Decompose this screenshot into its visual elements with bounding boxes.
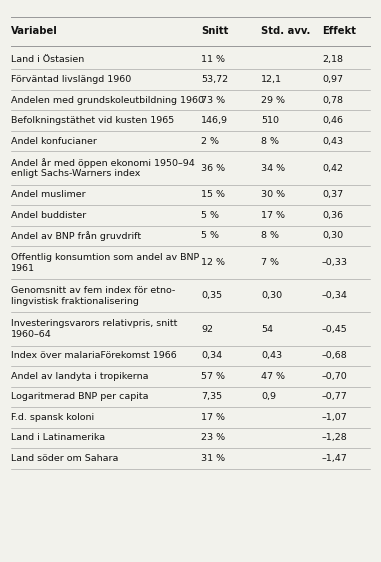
- Text: 73 %: 73 %: [201, 96, 225, 105]
- Text: 8 %: 8 %: [261, 137, 279, 146]
- Text: 15 %: 15 %: [201, 191, 225, 200]
- Text: 17 %: 17 %: [201, 413, 225, 422]
- Text: 0,36: 0,36: [322, 211, 343, 220]
- Text: 17 %: 17 %: [261, 211, 285, 220]
- Text: 146,9: 146,9: [201, 116, 228, 125]
- Text: Logaritmerad BNP per capita: Logaritmerad BNP per capita: [11, 392, 148, 401]
- Text: 53,72: 53,72: [201, 75, 228, 84]
- Text: 11 %: 11 %: [201, 55, 225, 64]
- Text: Land söder om Sahara: Land söder om Sahara: [11, 454, 118, 463]
- Text: 12 %: 12 %: [201, 258, 225, 268]
- Text: Andel år med öppen ekonomi 1950–94
enligt Sachs-Warners index: Andel år med öppen ekonomi 1950–94 enlig…: [11, 158, 194, 178]
- Text: 47 %: 47 %: [261, 372, 285, 381]
- Text: –0,34: –0,34: [322, 291, 348, 301]
- Text: 510: 510: [261, 116, 279, 125]
- Text: –0,33: –0,33: [322, 258, 348, 268]
- Text: Land i Östasien: Land i Östasien: [11, 55, 84, 64]
- Text: 57 %: 57 %: [201, 372, 225, 381]
- Text: 29 %: 29 %: [261, 96, 285, 105]
- Text: Snitt: Snitt: [201, 26, 229, 37]
- Text: 0,30: 0,30: [322, 232, 343, 241]
- Text: 54: 54: [261, 324, 273, 334]
- Text: 0,42: 0,42: [322, 164, 343, 173]
- Text: 36 %: 36 %: [201, 164, 225, 173]
- Text: 0,37: 0,37: [322, 191, 343, 200]
- Text: 12,1: 12,1: [261, 75, 282, 84]
- Text: Andel konfucianer: Andel konfucianer: [11, 137, 96, 146]
- Text: 30 %: 30 %: [261, 191, 285, 200]
- Text: Andelen med grundskoleutbildning 1960: Andelen med grundskoleutbildning 1960: [11, 96, 204, 105]
- Text: 0,43: 0,43: [261, 351, 282, 360]
- Text: Genomsnitt av fem index för etno-
lingvistisk fraktionalisering: Genomsnitt av fem index för etno- lingvi…: [11, 286, 175, 306]
- Text: –1,07: –1,07: [322, 413, 348, 422]
- Text: 7 %: 7 %: [261, 258, 279, 268]
- Text: Andel buddister: Andel buddister: [11, 211, 86, 220]
- Text: F.d. spansk koloni: F.d. spansk koloni: [11, 413, 94, 422]
- Text: –0,70: –0,70: [322, 372, 348, 381]
- Text: 34 %: 34 %: [261, 164, 285, 173]
- Text: 0,34: 0,34: [201, 351, 222, 360]
- Text: –0,77: –0,77: [322, 392, 348, 401]
- Text: Andel muslimer: Andel muslimer: [11, 191, 85, 200]
- Text: 0,30: 0,30: [261, 291, 282, 301]
- Text: 0,35: 0,35: [201, 291, 222, 301]
- Text: 0,43: 0,43: [322, 137, 343, 146]
- Text: –0,68: –0,68: [322, 351, 348, 360]
- Text: Variabel: Variabel: [11, 26, 58, 37]
- Text: Index över malariaFörekomst 1966: Index över malariaFörekomst 1966: [11, 351, 176, 360]
- Text: –1,28: –1,28: [322, 433, 348, 442]
- Text: Effekt: Effekt: [322, 26, 356, 37]
- Text: 7,35: 7,35: [201, 392, 222, 401]
- Text: 2,18: 2,18: [322, 55, 343, 64]
- Text: 0,97: 0,97: [322, 75, 343, 84]
- Text: Andel av landyta i tropikerna: Andel av landyta i tropikerna: [11, 372, 148, 381]
- Text: Offentlig konsumtion som andel av BNP
1961: Offentlig konsumtion som andel av BNP 19…: [11, 253, 199, 273]
- Text: Std. avv.: Std. avv.: [261, 26, 311, 37]
- Text: –0,45: –0,45: [322, 324, 348, 334]
- Text: Befolkningstäthet vid kusten 1965: Befolkningstäthet vid kusten 1965: [11, 116, 174, 125]
- Text: Andel av BNP från gruvdrift: Andel av BNP från gruvdrift: [11, 231, 141, 241]
- Text: 0,46: 0,46: [322, 116, 343, 125]
- Text: 0,9: 0,9: [261, 392, 276, 401]
- Text: 92: 92: [201, 324, 213, 334]
- Text: 8 %: 8 %: [261, 232, 279, 241]
- Text: 23 %: 23 %: [201, 433, 225, 442]
- Text: Investeringsvarors relativpris, snitt
1960–64: Investeringsvarors relativpris, snitt 19…: [11, 319, 177, 339]
- Text: 0,78: 0,78: [322, 96, 343, 105]
- Text: 5 %: 5 %: [201, 232, 219, 241]
- Text: 31 %: 31 %: [201, 454, 225, 463]
- Text: Land i Latinamerika: Land i Latinamerika: [11, 433, 105, 442]
- Text: –1,47: –1,47: [322, 454, 348, 463]
- Text: 2 %: 2 %: [201, 137, 219, 146]
- Text: 5 %: 5 %: [201, 211, 219, 220]
- Text: Förväntad livslängd 1960: Förväntad livslängd 1960: [11, 75, 131, 84]
